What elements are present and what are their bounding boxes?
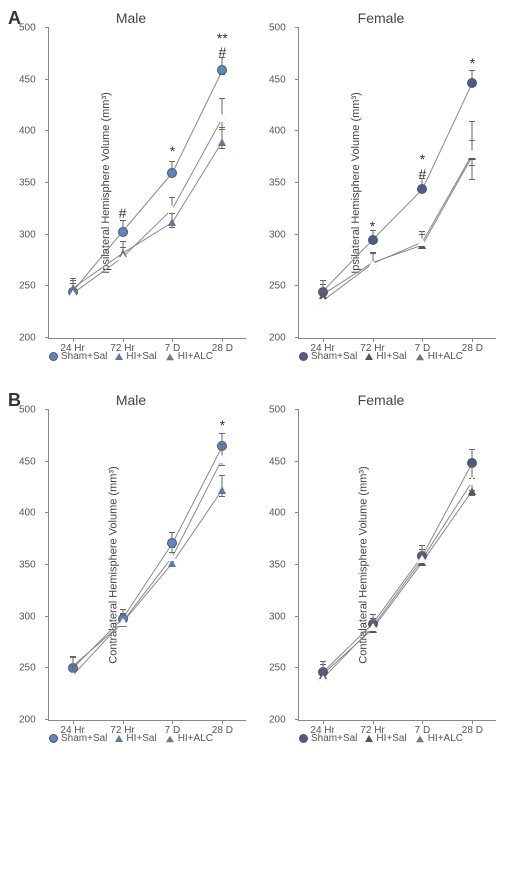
chart: Female Contralateral Hemisphere Volume (m… [260,392,502,744]
data-point [467,150,477,158]
chart: Female Ipsilateral Hemisphere Volume (mm³… [260,10,502,362]
significance-marker: # [119,209,127,219]
data-point [118,618,128,626]
plot-area: Contralateral Hemisphere Volume (mm³)200… [298,410,496,721]
x-tick-label: 72 Hr [360,725,384,736]
y-tick-label: 500 [19,405,36,416]
x-tick-label: 28 D [462,343,483,354]
data-point [318,675,328,683]
data-point [68,290,78,298]
y-tick-label: 200 [19,715,36,726]
x-tick-label: 24 Hr [310,725,334,736]
significance-marker: ** [217,33,228,43]
y-tick-label: 300 [269,229,286,240]
x-tick-label: 72 Hr [110,725,134,736]
significance-marker: # [218,48,226,58]
data-point [167,168,177,178]
y-tick-label: 400 [269,508,286,519]
data-point [217,455,227,463]
data-point [368,260,378,268]
chart: Male Ipsilateral Hemisphere Volume (mm³)2… [10,10,252,362]
y-tick-label: 400 [269,126,286,137]
x-tick-label: 7 D [165,343,181,354]
y-tick-label: 300 [19,611,36,622]
y-tick-label: 200 [269,715,286,726]
data-point [168,218,176,226]
y-tick-label: 500 [19,23,36,34]
y-tick-label: 450 [269,74,286,85]
legend-label: HI+ALC [428,351,463,362]
data-point [417,238,427,246]
y-tick-label: 350 [19,560,36,571]
data-point [68,672,78,680]
data-point [318,297,328,305]
y-tick-label: 450 [269,456,286,467]
significance-marker: * [420,155,425,165]
y-tick-label: 250 [269,281,286,292]
data-point [167,553,177,561]
chart: Male Contralateral Hemisphere Volume (mm³… [10,392,252,744]
data-point [467,78,477,88]
y-tick-label: 200 [19,333,36,344]
legend-label: HI+ALC [428,733,463,744]
y-tick-label: 250 [19,281,36,292]
significance-marker: * [370,222,375,232]
plot-area: Ipsilateral Hemisphere Volume (mm³)20025… [48,28,246,339]
data-point [218,138,226,146]
data-point [467,477,477,485]
plot-area: Contralateral Hemisphere Volume (mm³)200… [48,410,246,721]
data-point [167,205,177,213]
y-tick-label: 500 [269,23,286,34]
x-tick-label: 72 Hr [360,343,384,354]
chart-title: Male [10,392,252,408]
data-point [417,555,427,563]
data-point [368,623,378,631]
chart-title: Male [10,10,252,26]
x-tick-label: 24 Hr [60,343,84,354]
y-tick-label: 350 [269,178,286,189]
y-tick-label: 300 [269,611,286,622]
y-tick-label: 200 [269,333,286,344]
data-point [368,235,378,245]
y-tick-label: 250 [269,663,286,674]
legend-label: HI+ALC [178,733,213,744]
x-tick-label: 72 Hr [110,343,134,354]
y-tick-label: 500 [269,405,286,416]
y-tick-label: 300 [19,229,36,240]
data-point [417,184,427,194]
data-point [217,65,227,75]
data-point [118,253,128,261]
data-point [218,486,226,494]
data-point [118,227,128,237]
y-tick-label: 350 [269,560,286,571]
y-tick-label: 400 [19,508,36,519]
significance-marker: * [470,59,475,69]
chart-title: Female [260,10,502,26]
x-tick-label: 7 D [415,725,431,736]
x-tick-label: 24 Hr [310,343,334,354]
data-point [217,114,227,122]
x-tick-label: 28 D [462,725,483,736]
plot-area: Ipsilateral Hemisphere Volume (mm³)20025… [298,28,496,339]
legend-label: HI+ALC [178,351,213,362]
y-tick-label: 250 [19,663,36,674]
y-tick-label: 350 [19,178,36,189]
x-tick-label: 7 D [415,343,431,354]
significance-marker: # [419,170,427,180]
y-tick-label: 450 [19,74,36,85]
x-tick-label: 28 D [212,343,233,354]
significance-marker: * [170,147,175,157]
x-tick-label: 24 Hr [60,725,84,736]
x-tick-label: 7 D [165,725,181,736]
y-tick-label: 450 [19,456,36,467]
significance-marker: * [220,421,225,431]
x-tick-label: 28 D [212,725,233,736]
chart-title: Female [260,392,502,408]
y-tick-label: 400 [19,126,36,137]
